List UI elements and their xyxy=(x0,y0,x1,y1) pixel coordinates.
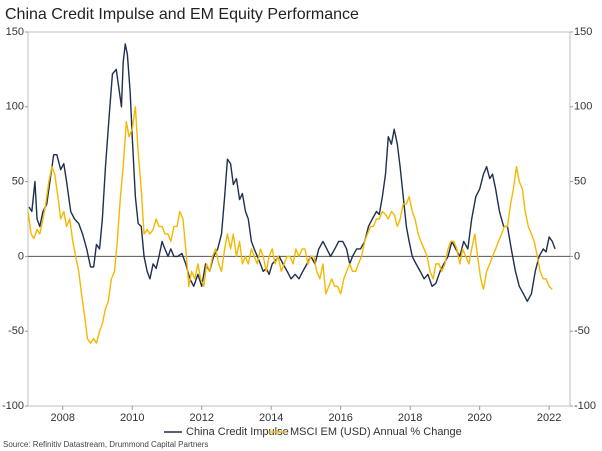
y-tick-label: 100 xyxy=(6,101,24,113)
x-tick-label: 2016 xyxy=(328,412,352,424)
source-note: Source: Refinitiv Datastream, Drummond C… xyxy=(3,440,208,449)
y2-tick-label: 0 xyxy=(574,250,580,262)
y-tick-label: -100 xyxy=(2,400,24,412)
series-line xyxy=(28,43,556,302)
series-line xyxy=(27,106,553,344)
y2-tick-label: 100 xyxy=(574,101,592,113)
y2-tick-label: -50 xyxy=(574,325,590,337)
y-tick-label: -50 xyxy=(8,325,24,337)
plot-frame xyxy=(27,31,571,407)
x-tick-label: 2022 xyxy=(537,412,561,424)
y2-tick-label: -100 xyxy=(574,400,596,412)
x-tick-label: 2020 xyxy=(467,412,491,424)
x-tick-label: 2008 xyxy=(51,412,75,424)
legend-label: China Credit Impulse xyxy=(186,426,289,438)
chart-title: China Credit Impulse and EM Equity Perfo… xyxy=(5,6,359,23)
y-tick-label: 50 xyxy=(12,176,24,188)
x-tick-label: 2014 xyxy=(259,412,283,424)
y2-tick-label: 150 xyxy=(574,26,592,38)
x-tick-label: 2012 xyxy=(189,412,213,424)
y-tick-label: 0 xyxy=(18,250,24,262)
y2-tick-label: 50 xyxy=(574,176,586,188)
x-tick-label: 2018 xyxy=(398,412,422,424)
legend-label: MSCI EM (USD) Annual % Change xyxy=(290,426,462,438)
x-tick-label: 2010 xyxy=(120,412,144,424)
y-tick-label: 150 xyxy=(6,26,24,38)
